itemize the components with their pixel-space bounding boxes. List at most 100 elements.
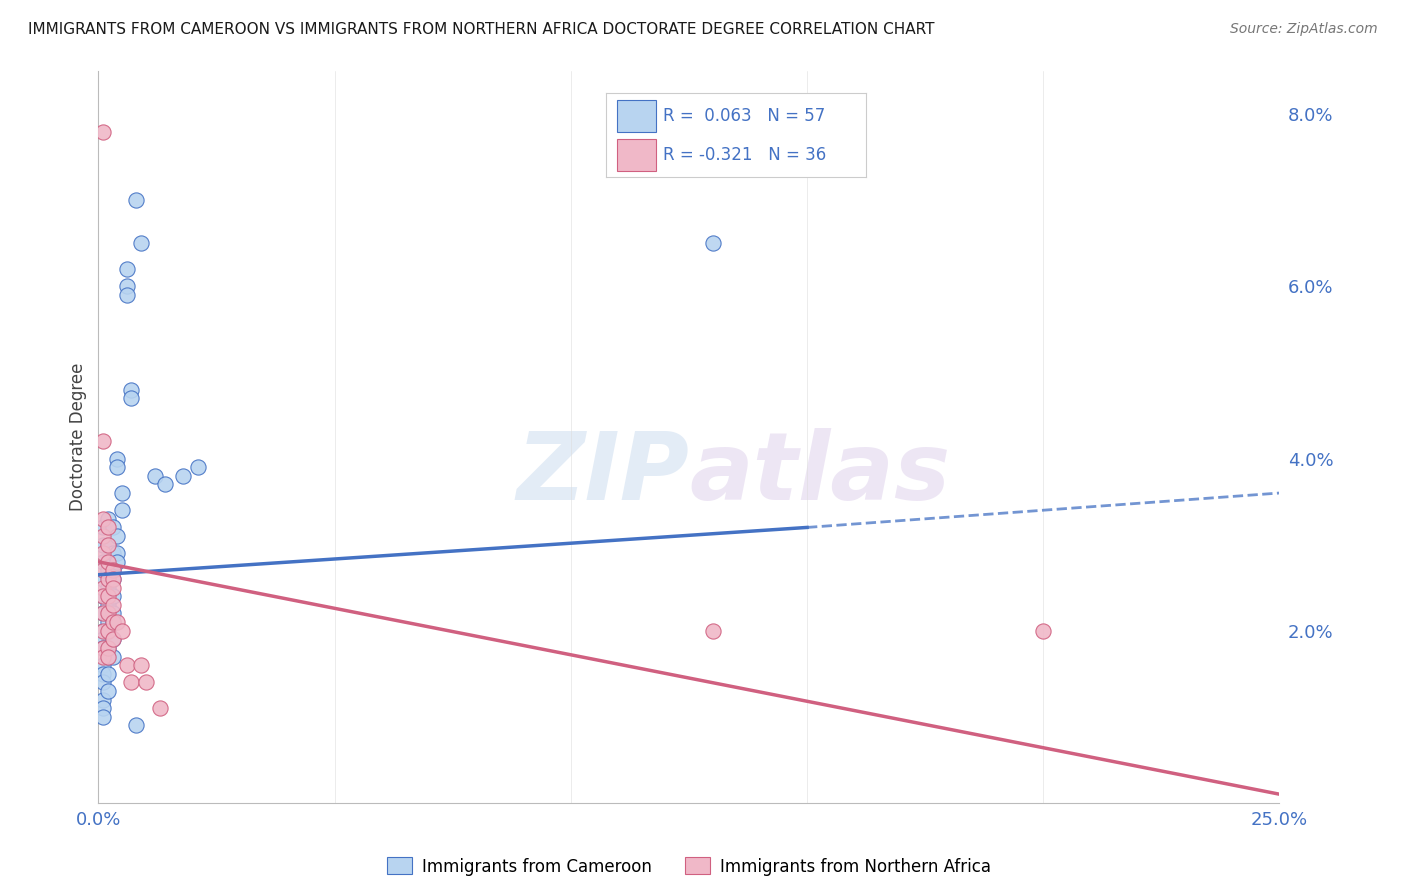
Point xyxy=(105,555,128,569)
Point xyxy=(91,529,114,543)
Point xyxy=(97,555,120,569)
Point xyxy=(97,649,120,664)
Point xyxy=(91,589,114,603)
Point xyxy=(101,572,124,586)
Point xyxy=(101,581,124,595)
Point xyxy=(101,615,124,629)
Point xyxy=(91,624,114,638)
Point xyxy=(101,607,124,621)
Point xyxy=(105,615,128,629)
Point xyxy=(91,692,114,706)
Point xyxy=(105,460,128,475)
Point xyxy=(105,546,128,560)
Point xyxy=(97,640,120,655)
Point xyxy=(91,555,114,569)
Point xyxy=(135,675,157,690)
Text: atlas: atlas xyxy=(689,427,950,520)
Point xyxy=(101,564,124,578)
Y-axis label: Doctorate Degree: Doctorate Degree xyxy=(69,363,87,511)
Point xyxy=(97,684,120,698)
Point xyxy=(91,710,114,724)
Legend: Immigrants from Cameroon, Immigrants from Northern Africa: Immigrants from Cameroon, Immigrants fro… xyxy=(380,851,998,882)
Point xyxy=(91,589,114,603)
Point xyxy=(101,520,124,534)
Point xyxy=(97,649,120,664)
Text: R =  0.063   N = 57: R = 0.063 N = 57 xyxy=(664,107,825,125)
Point xyxy=(153,477,176,491)
Point xyxy=(143,468,166,483)
Point xyxy=(121,392,143,406)
Point xyxy=(91,564,114,578)
Point xyxy=(101,615,124,629)
Point xyxy=(91,607,114,621)
Point xyxy=(101,598,124,612)
Point xyxy=(97,564,120,578)
Point xyxy=(105,451,128,466)
Point xyxy=(97,512,120,526)
Point xyxy=(1032,624,1054,638)
Point xyxy=(187,460,209,475)
Point xyxy=(91,520,114,534)
Point xyxy=(101,564,124,578)
Point xyxy=(121,675,143,690)
FancyBboxPatch shape xyxy=(617,100,655,132)
Point xyxy=(125,194,148,208)
Point xyxy=(115,658,138,673)
Point xyxy=(105,529,128,543)
Text: R = -0.321   N = 36: R = -0.321 N = 36 xyxy=(664,145,827,164)
Point xyxy=(91,581,114,595)
Point xyxy=(115,288,138,302)
Point xyxy=(97,624,120,638)
Point xyxy=(111,486,134,500)
Text: IMMIGRANTS FROM CAMEROON VS IMMIGRANTS FROM NORTHERN AFRICA DOCTORATE DEGREE COR: IMMIGRANTS FROM CAMEROON VS IMMIGRANTS F… xyxy=(28,22,935,37)
Point xyxy=(121,383,143,397)
Point xyxy=(111,503,134,517)
Point xyxy=(702,624,724,638)
Point xyxy=(115,279,138,293)
Point xyxy=(97,572,120,586)
Point xyxy=(97,624,120,638)
Point xyxy=(91,640,114,655)
Point xyxy=(91,512,114,526)
Point xyxy=(97,555,120,569)
Point xyxy=(101,632,124,647)
Point xyxy=(702,236,724,251)
Point xyxy=(91,649,114,664)
Point xyxy=(97,598,120,612)
Point xyxy=(149,701,172,715)
Point xyxy=(101,572,124,586)
Point xyxy=(91,666,114,681)
Point xyxy=(101,589,124,603)
FancyBboxPatch shape xyxy=(617,139,655,170)
Point xyxy=(101,632,124,647)
Point xyxy=(97,538,120,552)
Point xyxy=(97,520,120,534)
Point xyxy=(97,581,120,595)
Point xyxy=(91,434,114,449)
Point xyxy=(129,236,152,251)
Point xyxy=(91,632,114,647)
Point xyxy=(97,538,120,552)
Point xyxy=(97,607,120,621)
Point xyxy=(129,658,152,673)
Point xyxy=(97,666,120,681)
Text: ZIP: ZIP xyxy=(516,427,689,520)
Point xyxy=(97,615,120,629)
Point xyxy=(91,125,114,139)
Point xyxy=(91,607,114,621)
Point xyxy=(91,572,114,586)
Point xyxy=(172,468,194,483)
Point xyxy=(91,640,114,655)
Point xyxy=(101,649,124,664)
Point xyxy=(91,658,114,673)
Point xyxy=(91,538,114,552)
Text: Source: ZipAtlas.com: Source: ZipAtlas.com xyxy=(1230,22,1378,37)
Point xyxy=(111,624,134,638)
Point xyxy=(101,546,124,560)
Point xyxy=(97,589,120,603)
Point xyxy=(115,262,138,277)
Point xyxy=(91,624,114,638)
Point xyxy=(97,607,120,621)
Point xyxy=(97,640,120,655)
Point xyxy=(91,675,114,690)
